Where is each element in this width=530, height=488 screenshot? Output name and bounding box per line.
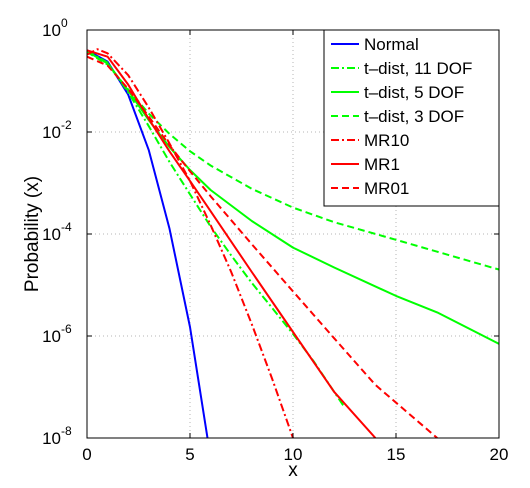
y-tick-label-3: 10: [42, 123, 61, 142]
y-tick-exponent-3: -2: [61, 118, 72, 132]
y-tick-label-1: 10: [42, 327, 61, 346]
series-line-1: [87, 50, 346, 408]
x-tick-label-3: 15: [387, 445, 406, 464]
y-tick-label-2: 10: [42, 225, 61, 244]
legend-label-4: MR10: [364, 131, 409, 150]
x-tick-label-0: 0: [82, 445, 91, 464]
x-axis-label: x: [288, 460, 298, 481]
y-tick-exponent-0: -8: [61, 424, 72, 438]
series-layer: [87, 48, 499, 438]
x-tick-label-2: 10: [284, 445, 303, 464]
legend: Normal t–dist, 11 DOF t–dist, 5 DOF t–dist,…: [323, 29, 500, 207]
y-tick-label-0: 10: [42, 429, 61, 448]
legend-label-1: t–dist, 11 DOF: [364, 59, 472, 78]
x-tick-label-4: 20: [490, 445, 509, 464]
legend-label-3: t–dist, 3 DOF: [364, 107, 464, 126]
legend-box: [323, 29, 500, 207]
series-line-3: [87, 51, 499, 271]
x-tick-labels: 0 5 10 15 20: [82, 445, 508, 464]
series-line-4: [87, 48, 294, 438]
series-line-6: [87, 55, 438, 438]
legend-label-5: MR1: [364, 155, 400, 174]
x-tick-label-1: 5: [185, 445, 194, 464]
legend-label-6: MR01: [364, 179, 409, 198]
legend-label-2: t–dist, 5 DOF: [364, 83, 464, 102]
y-tick-exponent-4: 0: [61, 16, 68, 30]
y-tick-label-4: 10: [42, 21, 61, 40]
y-tick-exponent-2: -4: [61, 220, 72, 234]
series-line-5: [87, 49, 377, 438]
legend-label-0: Normal: [364, 35, 419, 54]
y-axis-label: Probability (x): [22, 176, 43, 292]
y-tick-exponent-1: -6: [61, 322, 72, 336]
